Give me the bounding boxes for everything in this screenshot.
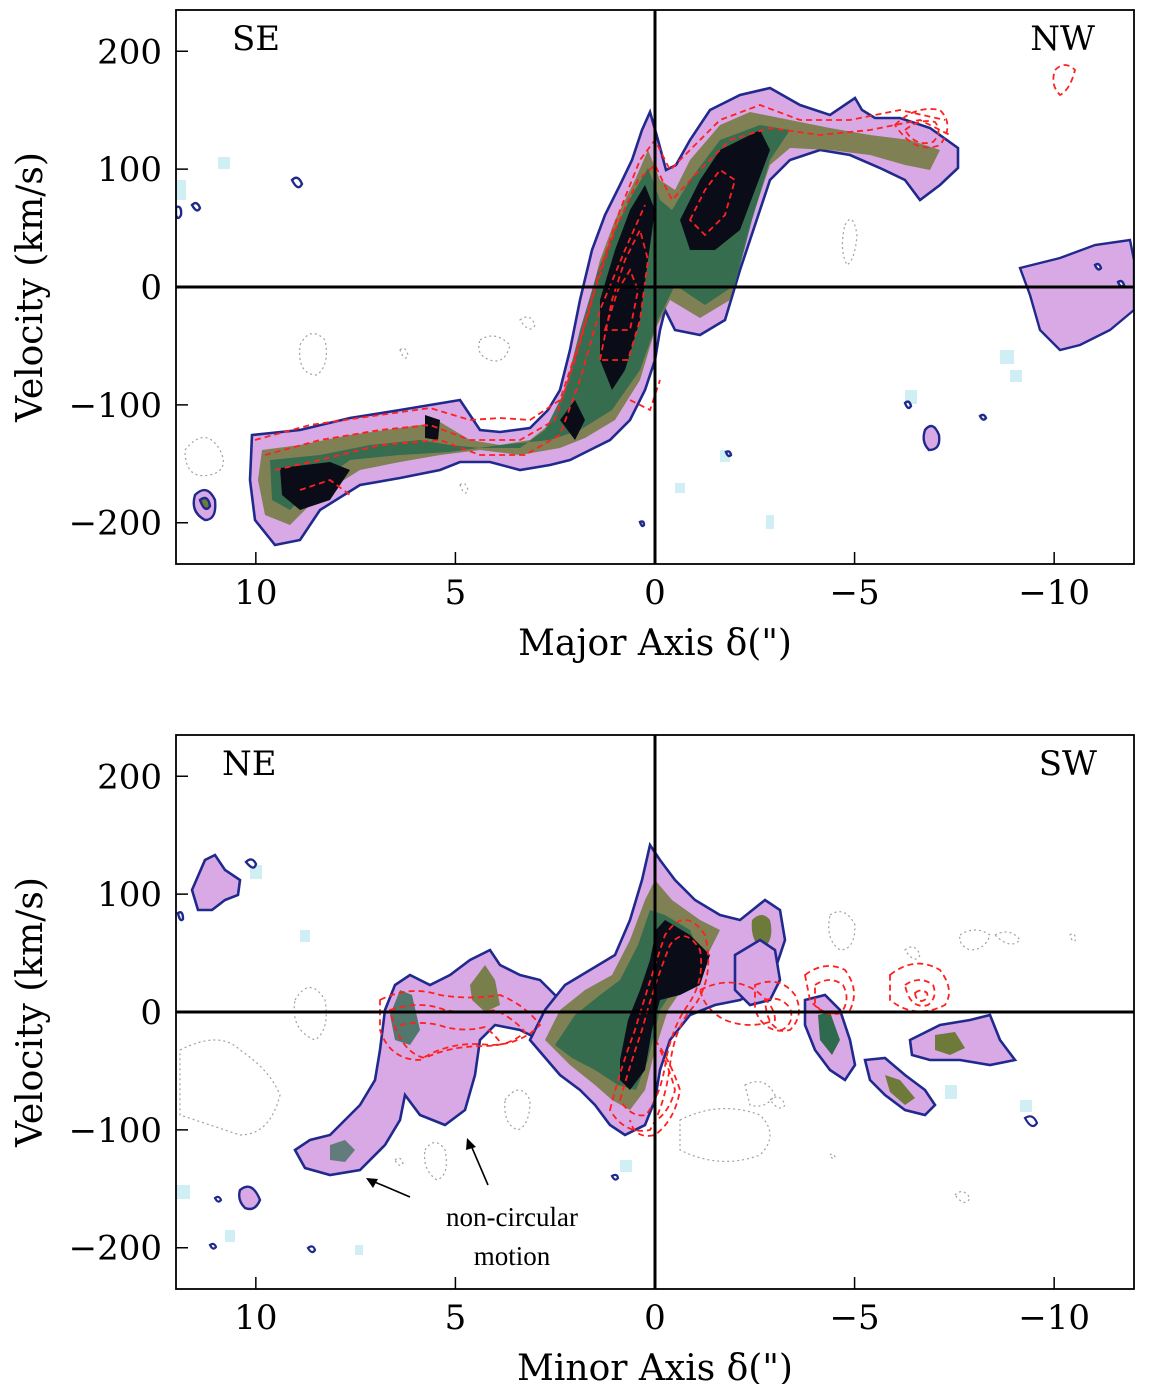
major-x-tick-label: 5	[445, 573, 467, 613]
major-x-ticks	[255, 552, 1055, 564]
major-x-tick-label: −10	[1018, 573, 1090, 613]
major-outlier-blobs	[176, 176, 1134, 528]
minor-x-tick-label: 0	[644, 1298, 666, 1338]
major-y-axis-label: Velocity (km/s)	[10, 152, 51, 423]
minor-x-tick-label: −10	[1018, 1298, 1090, 1338]
major-y-tick-label: 100	[97, 150, 162, 190]
major-y-tick-label: −100	[69, 386, 162, 426]
minor-y-tick-label: 100	[97, 875, 162, 915]
minor-y-ticks	[176, 775, 188, 1249]
major-y-tick-label: 0	[140, 268, 162, 308]
major-faint-pixels	[176, 157, 1022, 529]
annotation-text-line1: non-circular	[446, 1202, 578, 1232]
major-noise-contours	[184, 218, 858, 494]
minor-y-tick-label: −200	[69, 1229, 162, 1269]
minor-x-tick-label: 5	[445, 1298, 467, 1338]
major-x-tick-label: −5	[830, 573, 880, 613]
major-y-ticks	[176, 50, 188, 524]
minor-axis-panel: 10 5 0 −5 −10 200 100 0 −100 −200 NE SW …	[10, 734, 1135, 1384]
minor-emission-layer	[176, 841, 1077, 1255]
major-model-contours	[254, 64, 1076, 496]
minor-x-tick-label: 10	[234, 1298, 277, 1338]
minor-model-contours	[379, 919, 950, 1137]
major-x-tick-label: 10	[234, 573, 277, 613]
non-circular-motion-annotation: non-circular motion	[366, 1138, 578, 1271]
minor-corner-label-left: NE	[222, 744, 277, 784]
major-x-axis-label: Major Axis δ(")	[518, 623, 792, 664]
minor-noise-contours	[179, 911, 1077, 1203]
annotation-arrowhead-right	[466, 1138, 476, 1150]
annotation-arrowhead-left	[366, 1178, 378, 1188]
major-corner-label-left: SE	[232, 19, 280, 59]
minor-x-axis-label: Minor Axis δ(")	[517, 1348, 793, 1384]
major-axis-panel: 10 5 0 −5 −10 200 100 0 −100 −200 SE NW …	[10, 9, 1135, 664]
minor-faint-pixels	[176, 865, 1032, 1255]
minor-corner-label-right: SW	[1039, 744, 1097, 784]
major-y-tick-label: −200	[69, 504, 162, 544]
major-emission-layer	[176, 64, 1134, 547]
annotation-arrow-left	[369, 1179, 411, 1198]
annotation-arrow-right	[469, 1142, 489, 1186]
annotation-text-line2: motion	[474, 1241, 551, 1271]
major-emission-body	[248, 86, 960, 547]
major-corner-label-right: NW	[1030, 19, 1095, 59]
major-x-tick-label: 0	[644, 573, 666, 613]
minor-y-axis-label: Velocity (km/s)	[10, 877, 51, 1148]
minor-emission-body	[176, 841, 1039, 1254]
major-y-tick-label: 200	[97, 32, 162, 72]
minor-y-tick-label: −100	[69, 1111, 162, 1151]
minor-y-tick-label: 0	[140, 993, 162, 1033]
minor-x-tick-label: −5	[830, 1298, 880, 1338]
minor-x-ticks	[255, 1277, 1055, 1289]
minor-y-tick-label: 200	[97, 757, 162, 797]
